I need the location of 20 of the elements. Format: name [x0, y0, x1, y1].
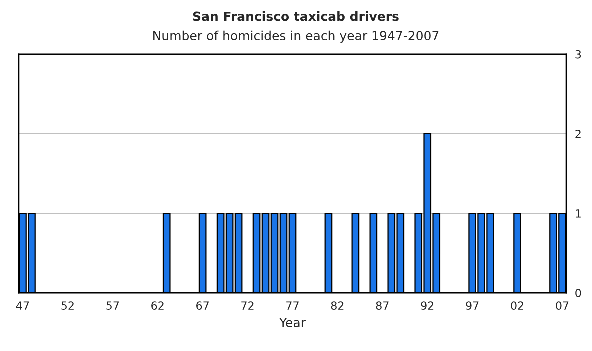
x-tick-label: 92 [421, 302, 434, 310]
x-tick-label: 62 [152, 302, 164, 310]
y-tick-label: 2 [576, 130, 581, 138]
x-tick-label: 72 [242, 302, 254, 310]
chart-subtitle: Number of homicides in each year 1947-2007 [154, 30, 439, 43]
x-axis-title: Year [279, 318, 306, 328]
x-tick-label: 47 [16, 302, 30, 310]
x-tick-label: 77 [286, 302, 299, 310]
x-tick-label: 97 [466, 302, 479, 310]
chart-title: San Francisco taxicab drivers [193, 12, 399, 22]
x-tick-label: 02 [511, 302, 524, 310]
x-tick-label: 52 [62, 302, 74, 310]
x-tick-label: 67 [196, 302, 209, 310]
x-tick-label: 07 [556, 302, 569, 310]
x-tick-label: 82 [331, 302, 344, 310]
x-tick-label: 57 [106, 302, 120, 310]
x-tick-label: 87 [376, 302, 389, 310]
y-tick-label: 3 [576, 50, 582, 59]
y-tick-label: 0 [576, 289, 582, 298]
y-tick-label: 1 [576, 210, 581, 218]
